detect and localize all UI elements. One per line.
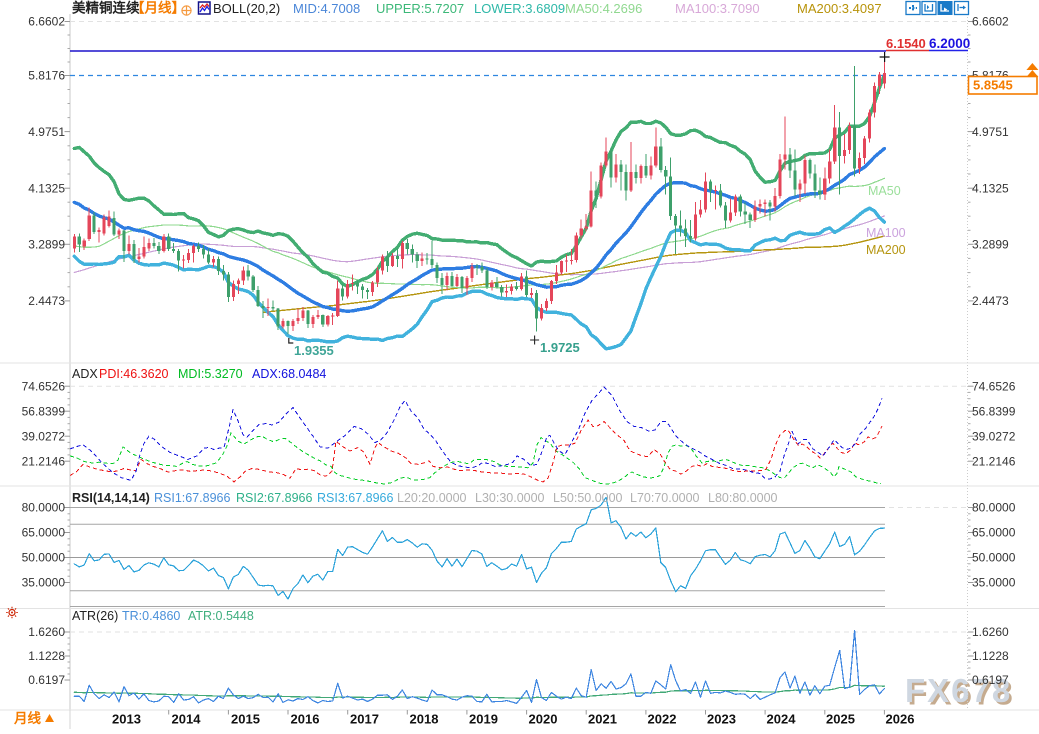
svg-text:MA200: MA200 — [866, 243, 906, 257]
svg-text:ADX: ADX — [72, 367, 98, 381]
svg-text:0.6197: 0.6197 — [972, 673, 1009, 687]
svg-text:2013: 2013 — [112, 712, 141, 727]
svg-text:FX678: FX678 — [905, 672, 1012, 709]
svg-text:1.1228: 1.1228 — [28, 649, 65, 663]
svg-text:MA50:4.2696: MA50:4.2696 — [565, 1, 642, 16]
svg-text:RSI1:67.8966: RSI1:67.8966 — [154, 491, 230, 505]
svg-text:FX678: FX678 — [908, 675, 1015, 712]
svg-text:MID:4.7008: MID:4.7008 — [293, 1, 360, 16]
svg-text:L50:50.0000: L50:50.0000 — [553, 491, 623, 505]
svg-text:4.9751: 4.9751 — [28, 125, 65, 139]
svg-text:L80:80.0000: L80:80.0000 — [708, 491, 778, 505]
svg-text:2026: 2026 — [886, 712, 915, 727]
svg-text:ATR(26): ATR(26) — [72, 609, 118, 623]
svg-text:2024: 2024 — [767, 712, 797, 727]
svg-text:RSI2:67.8966: RSI2:67.8966 — [236, 491, 312, 505]
svg-text:2020: 2020 — [529, 712, 558, 727]
svg-text:0.6197: 0.6197 — [28, 673, 65, 687]
svg-text:ADX:68.0484: ADX:68.0484 — [252, 367, 326, 381]
svg-text:6.1540: 6.1540 — [886, 36, 926, 51]
svg-text:56.8399: 56.8399 — [972, 404, 1016, 418]
svg-text:MA50: MA50 — [868, 184, 901, 198]
svg-text:2023: 2023 — [707, 712, 736, 727]
svg-text:2019: 2019 — [469, 712, 498, 727]
svg-text:56.8399: 56.8399 — [22, 404, 66, 418]
svg-text:1.1228: 1.1228 — [972, 649, 1009, 663]
svg-text:美精铜连续: 美精铜连续 — [72, 0, 140, 16]
svg-text:MA200:3.4097: MA200:3.4097 — [797, 1, 882, 16]
svg-text:【月线】: 【月线】 — [131, 0, 185, 16]
svg-text:39.0272: 39.0272 — [22, 429, 66, 443]
svg-text:3.2899: 3.2899 — [972, 238, 1009, 252]
svg-text:2017: 2017 — [350, 712, 379, 727]
svg-text:RSI(14,14,14): RSI(14,14,14) — [72, 491, 150, 505]
svg-text:50.0000: 50.0000 — [22, 551, 66, 565]
svg-text:1.6260: 1.6260 — [972, 625, 1009, 639]
svg-text:5.8176: 5.8176 — [28, 69, 65, 83]
svg-text:65.0000: 65.0000 — [22, 526, 66, 540]
svg-text:65.0000: 65.0000 — [972, 526, 1016, 540]
svg-text:MDI:5.3270: MDI:5.3270 — [178, 367, 243, 381]
svg-text:6.6602: 6.6602 — [972, 15, 1009, 29]
svg-text:1.6260: 1.6260 — [28, 625, 65, 639]
svg-text:4.9751: 4.9751 — [972, 125, 1009, 139]
svg-text:2025: 2025 — [826, 712, 855, 727]
svg-text:80.0000: 80.0000 — [972, 501, 1016, 515]
svg-text:2022: 2022 — [648, 712, 677, 727]
svg-text:L20:20.0000: L20:20.0000 — [397, 491, 467, 505]
svg-text:2015: 2015 — [231, 712, 260, 727]
svg-text:UPPER:5.7207: UPPER:5.7207 — [376, 1, 464, 16]
svg-text:4.1325: 4.1325 — [972, 181, 1009, 195]
svg-text:2.4473: 2.4473 — [28, 294, 65, 308]
svg-text:4.1325: 4.1325 — [28, 181, 65, 195]
svg-text:74.6526: 74.6526 — [22, 379, 66, 393]
svg-text:BOLL(20,2): BOLL(20,2) — [213, 1, 280, 16]
svg-text:39.0272: 39.0272 — [972, 429, 1016, 443]
svg-text:35.0000: 35.0000 — [972, 576, 1016, 590]
svg-text:月线: 月线 — [13, 710, 41, 726]
svg-text:21.2146: 21.2146 — [22, 454, 66, 468]
svg-text:6.2000: 6.2000 — [929, 36, 970, 51]
svg-text:2018: 2018 — [410, 712, 439, 727]
svg-text:L70:70.0000: L70:70.0000 — [630, 491, 700, 505]
svg-text:1.9355: 1.9355 — [294, 343, 334, 358]
svg-text:21.2146: 21.2146 — [972, 454, 1016, 468]
svg-text:PDI:46.3620: PDI:46.3620 — [99, 367, 169, 381]
svg-text:3.2899: 3.2899 — [28, 238, 65, 252]
svg-text:LOWER:3.6809: LOWER:3.6809 — [474, 1, 565, 16]
svg-text:2016: 2016 — [291, 712, 320, 727]
svg-text:2.4473: 2.4473 — [972, 294, 1009, 308]
svg-text:ATR:0.5448: ATR:0.5448 — [188, 609, 254, 623]
svg-text:35.0000: 35.0000 — [22, 576, 66, 590]
svg-text:80.0000: 80.0000 — [22, 501, 66, 515]
svg-text:RSI3:67.8966: RSI3:67.8966 — [317, 491, 393, 505]
svg-text:L30:30.0000: L30:30.0000 — [475, 491, 545, 505]
svg-text:2021: 2021 — [588, 712, 617, 727]
svg-text:5.8545: 5.8545 — [973, 78, 1013, 93]
svg-text:1.9725: 1.9725 — [540, 340, 580, 355]
svg-text:TR:0.4860: TR:0.4860 — [122, 609, 180, 623]
svg-text:MA100:3.7090: MA100:3.7090 — [675, 1, 760, 16]
svg-text:2014: 2014 — [172, 712, 202, 727]
svg-text:50.0000: 50.0000 — [972, 551, 1016, 565]
svg-text:6.6602: 6.6602 — [28, 15, 65, 29]
svg-text:74.6526: 74.6526 — [972, 379, 1016, 393]
svg-text:MA100: MA100 — [866, 226, 906, 240]
